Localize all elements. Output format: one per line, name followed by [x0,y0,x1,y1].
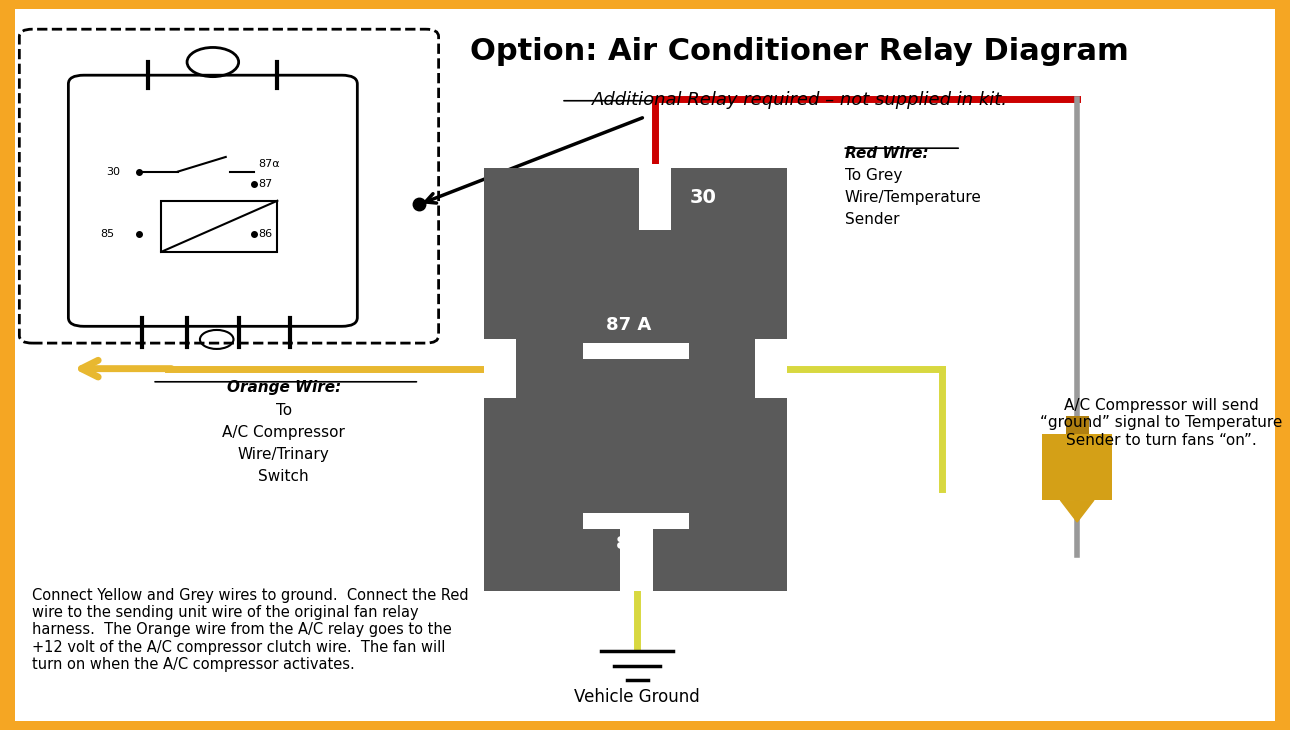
Text: 87: 87 [615,535,641,553]
Text: A/C Compressor will send
“ground” signal to Temperature
Sender to turn fans “on”: A/C Compressor will send “ground” signal… [1040,398,1282,447]
Text: Orange Wire:: Orange Wire: [227,380,341,395]
Text: 86: 86 [761,360,786,377]
Text: Switch: Switch [258,469,310,484]
Text: 86: 86 [258,228,272,239]
Bar [1042,434,1112,500]
FancyBboxPatch shape [68,75,357,326]
Text: 30: 30 [690,188,717,207]
Text: 87α: 87α [258,159,280,169]
Text: To: To [276,403,292,418]
Text: Wire/Temperature: Wire/Temperature [845,190,982,205]
Bar [583,343,689,359]
Text: 87 A: 87 A [605,316,651,334]
Bar [1066,416,1089,434]
Text: A/C Compressor: A/C Compressor [222,425,346,440]
Bar [620,529,653,591]
FancyBboxPatch shape [484,168,787,591]
Text: Additional Relay required – not supplied in kit.: Additional Relay required – not supplied… [592,91,1007,110]
Text: To Grey: To Grey [845,168,902,183]
Bar [583,513,689,529]
Text: 85: 85 [101,228,115,239]
Text: 85: 85 [490,360,515,377]
Text: Vehicle Ground: Vehicle Ground [574,688,700,706]
Text: Connect Yellow and Grey wires to ground.  Connect the Red
wire to the sending un: Connect Yellow and Grey wires to ground.… [32,588,468,672]
Text: Wire/Trinary: Wire/Trinary [237,447,330,462]
Text: 30: 30 [106,166,120,177]
Polygon shape [1060,500,1094,522]
FancyBboxPatch shape [15,9,1275,721]
Bar [484,339,516,398]
Bar [639,164,671,230]
Text: Sender: Sender [845,212,899,227]
Text: Red Wire:: Red Wire: [845,146,929,161]
Text: 87: 87 [258,179,272,189]
Bar [755,339,787,398]
Bar [161,201,277,252]
Text: Option: Air Conditioner Relay Diagram: Option: Air Conditioner Relay Diagram [471,36,1129,66]
